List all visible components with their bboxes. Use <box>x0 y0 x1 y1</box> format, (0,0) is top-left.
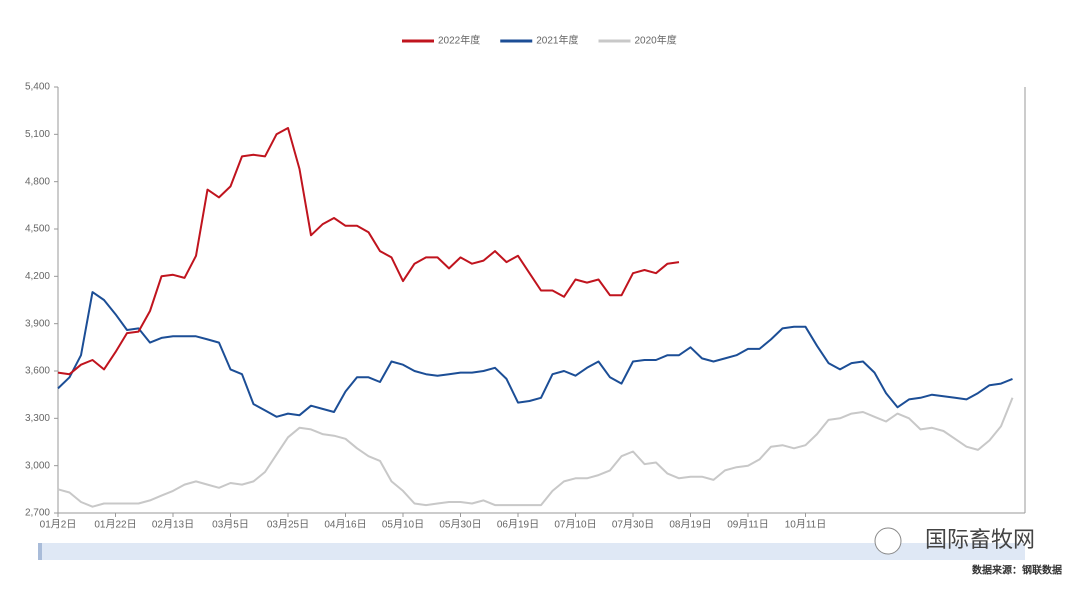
x-tick-label: 05月30日 <box>439 519 481 531</box>
x-tick-label: 04月16日 <box>324 519 366 531</box>
y-tick-label: 4,500 <box>25 224 50 235</box>
watermark: 国际畜牧网 <box>925 527 1035 552</box>
x-tick-label: 05月10日 <box>382 519 424 531</box>
x-tick-label: 10月11日 <box>785 519 827 531</box>
y-tick-label: 3,600 <box>25 366 50 377</box>
x-tick-label: 03月5日 <box>212 519 249 531</box>
y-tick-label: 3,000 <box>25 460 50 471</box>
y-tick-label: 2,700 <box>25 508 50 519</box>
y-tick-label: 5,400 <box>25 82 50 93</box>
legend-label[interactable]: 2021年度 <box>536 34 578 47</box>
y-tick-label: 3,300 <box>25 413 50 424</box>
y-tick-label: 3,900 <box>25 318 50 329</box>
y-tick-label: 5,100 <box>25 129 50 140</box>
source: 数据来源：钢联数据 <box>972 564 1062 577</box>
x-tick-label: 08月19日 <box>669 519 711 531</box>
watermark-icon <box>874 527 902 555</box>
y-tick-label: 4,800 <box>25 176 50 187</box>
x-tick-label: 01月22日 <box>94 519 136 531</box>
x-tick-label: 03月25日 <box>267 519 309 531</box>
series-line <box>57 127 680 376</box>
series-line <box>57 291 1013 418</box>
zoom-handle[interactable] <box>38 543 42 560</box>
series-line <box>57 397 1014 508</box>
x-tick-label: 09月11日 <box>727 519 769 531</box>
x-tick-label: 07月10日 <box>554 519 596 531</box>
x-tick-label: 02月13日 <box>152 519 194 531</box>
x-tick-label: 06月19日 <box>497 519 539 531</box>
x-tick-label: 01月2日 <box>40 519 77 531</box>
legend-label[interactable]: 2020年度 <box>635 34 677 47</box>
legend-label[interactable]: 2022年度 <box>438 34 480 47</box>
x-tick-label: 07月30日 <box>612 519 654 531</box>
y-tick-label: 4,200 <box>25 271 50 282</box>
zoom-slider[interactable] <box>40 543 1025 560</box>
